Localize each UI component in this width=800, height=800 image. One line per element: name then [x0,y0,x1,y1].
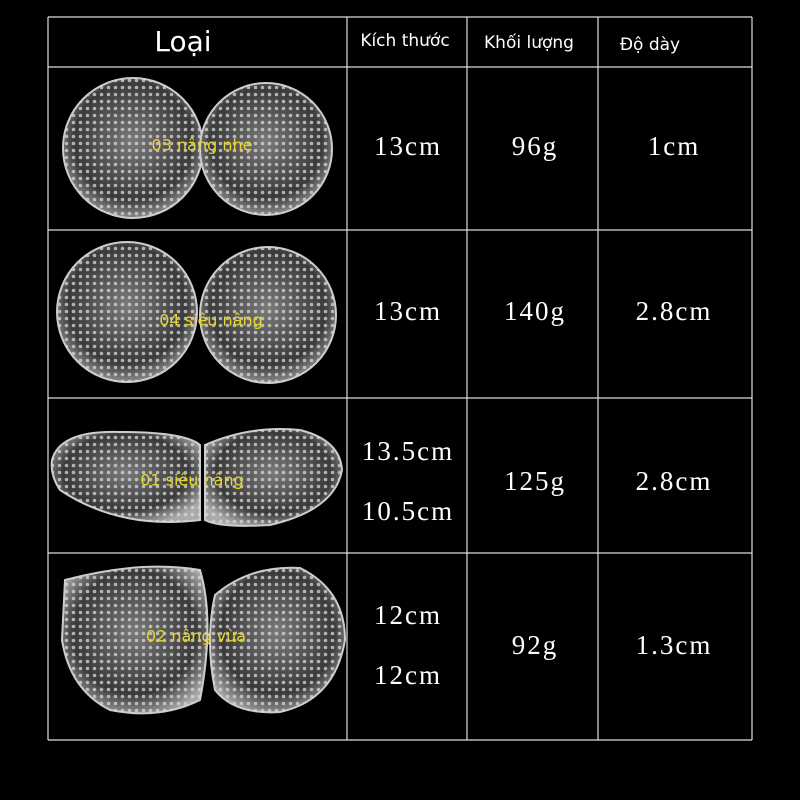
weight-value: 92g [512,630,559,660]
table-text: Loại Kích thước Khối lượng Độ dày 03 nâng nh… [140,25,713,690]
pad-texture [57,242,197,382]
product-label: 02 nâng vừa [146,627,246,646]
header-cell: Loại [154,25,211,58]
weight-value: 96g [512,131,559,161]
size-value: 13cm [374,296,442,326]
pad-texture [200,83,332,215]
size-value: 12cm [374,660,442,690]
pad-texture [63,78,203,218]
thickness-value: 1cm [648,131,701,161]
product-label: 04 siêu nâng [159,311,263,330]
pad-texture [205,429,342,526]
product-label: 03 nâng nhẹ [152,136,253,155]
pad-texture [200,247,336,383]
weight-value: 125g [504,466,566,496]
thickness-value: 2.8cm [636,296,713,326]
pad-texture [210,567,345,713]
product-label: 01 siêu nâng [140,471,244,490]
size-value: 10.5cm [362,496,454,526]
header-cell: Độ dày [620,35,680,55]
header-cell: Khối lượng [484,32,574,53]
size-value: 12cm [374,600,442,630]
size-value: 13cm [374,131,442,161]
weight-value: 140g [504,296,566,326]
thickness-value: 2.8cm [636,466,713,496]
size-value: 13.5cm [362,436,454,466]
pad-texture [51,431,200,522]
thickness-value: 1.3cm [636,630,713,660]
table-grid [47,16,753,741]
product-images [50,77,347,715]
pad-texture [62,566,208,714]
header-cell: Kích thước [360,31,449,51]
